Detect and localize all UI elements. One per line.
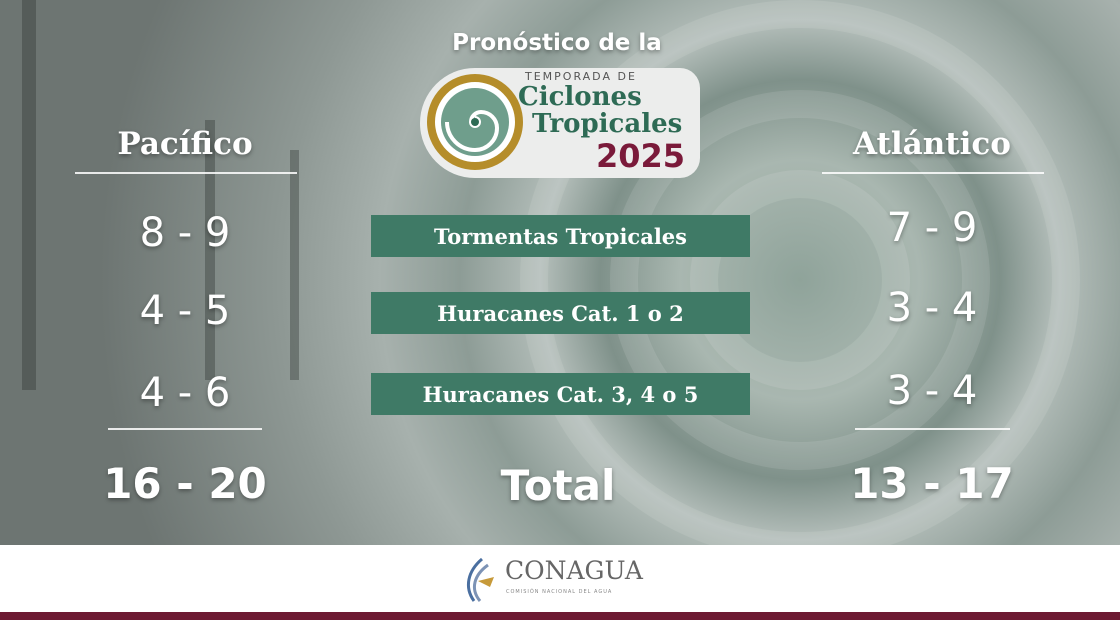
logo-text: Tropicales [532, 109, 683, 139]
divider [75, 172, 297, 174]
logo-year: 2025 [596, 137, 686, 175]
logo-text-block: TEMPORADA DE Ciclones Tropicales 2025 [518, 70, 696, 174]
pacific-value: 4 - 6 [139, 370, 231, 416]
divider [855, 428, 1010, 430]
pacific-total: 16 - 20 [103, 459, 267, 508]
page-title: Pronóstico de la [452, 30, 662, 56]
atlantic-total: 13 - 17 [850, 459, 1014, 508]
footer: CONAGUA COMISIÓN NACIONAL DEL AGUA [0, 545, 1120, 612]
footer-bar [0, 612, 1120, 620]
conagua-name: CONAGUA [505, 556, 643, 585]
total-label: Total [500, 461, 616, 510]
category-label: Huracanes Cat. 1 o 2 [371, 292, 750, 334]
atlantic-value: 7 - 9 [886, 205, 978, 251]
atlantic-value: 3 - 4 [886, 368, 978, 414]
category-label: Huracanes Cat. 3, 4 o 5 [371, 373, 750, 415]
category-label: Tormentas Tropicales [371, 215, 750, 257]
atlantic-heading: Atlántico [853, 126, 1011, 162]
season-logo: TEMPORADA DE Ciclones Tropicales 2025 [420, 68, 700, 178]
logo-text: Ciclones [518, 82, 642, 112]
pacific-value: 8 - 9 [139, 210, 231, 256]
decor-ring [690, 170, 910, 390]
conagua-subtitle: COMISIÓN NACIONAL DEL AGUA [506, 589, 613, 595]
divider [108, 428, 262, 430]
atlantic-value: 3 - 4 [886, 285, 978, 331]
palm-tree [205, 120, 215, 380]
logo-text: TEMPORADA DE [525, 70, 637, 83]
palm-tree [290, 150, 299, 380]
spiral-icon [427, 74, 523, 170]
divider [822, 172, 1044, 174]
pacific-heading: Pacífico [117, 126, 253, 162]
pacific-value: 4 - 5 [139, 288, 231, 334]
palm-tree [22, 0, 36, 390]
conagua-logo-icon [466, 557, 494, 602]
